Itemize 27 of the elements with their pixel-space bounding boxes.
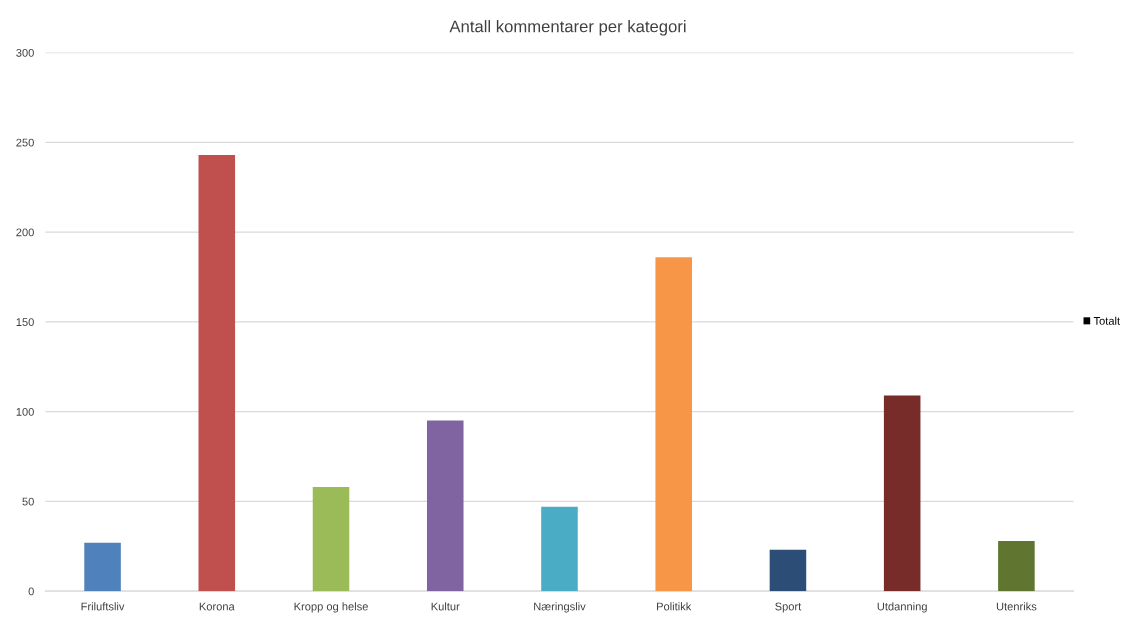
bar xyxy=(84,542,121,592)
bar xyxy=(312,487,350,592)
y-tick-label: 200 xyxy=(16,228,34,237)
x-tick-label: Kultur xyxy=(431,602,460,611)
bar xyxy=(541,506,578,592)
y-tick-label: 0 xyxy=(28,587,34,596)
x-tick-label: Sport xyxy=(775,602,802,613)
x-tick-label: Utenriks xyxy=(996,602,1037,611)
bar xyxy=(883,395,921,592)
x-tick-label: Utdanning xyxy=(877,602,927,613)
y-tick-label: 100 xyxy=(16,407,34,416)
chart-title: Antall kommentarer per kategori xyxy=(449,20,686,36)
bar xyxy=(426,420,464,592)
x-tick-label: Korona xyxy=(199,602,235,611)
bar xyxy=(655,257,692,592)
y-tick-label: 50 xyxy=(22,497,34,506)
y-tick-label: 300 xyxy=(16,48,34,57)
y-tick-label: 150 xyxy=(16,318,34,327)
x-tick-label: Kropp og helse xyxy=(294,602,368,613)
x-tick-label: Friluftsliv xyxy=(81,602,125,611)
x-tick-label: Politikk xyxy=(657,602,692,611)
bar xyxy=(769,549,807,592)
y-tick-label: 250 xyxy=(16,138,34,147)
bar xyxy=(998,540,1035,592)
text: Totalt xyxy=(1093,316,1120,325)
x-tick-label: Næringsliv xyxy=(534,602,586,613)
bar xyxy=(198,154,236,592)
